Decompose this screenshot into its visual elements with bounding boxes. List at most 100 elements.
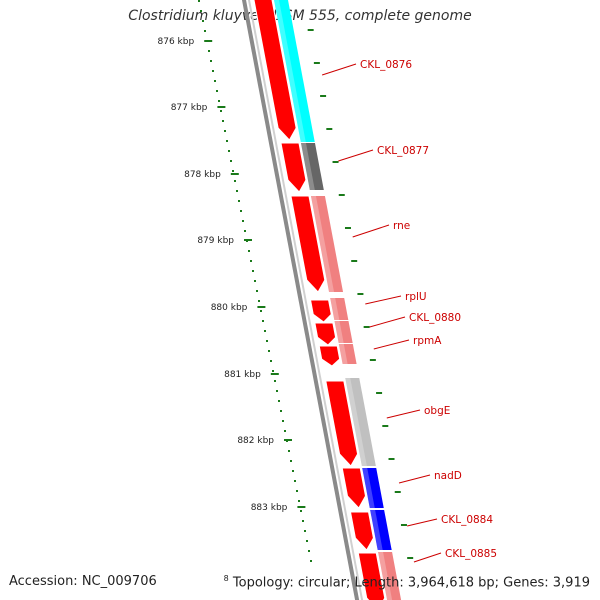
scale-dot (294, 480, 296, 482)
scale-dot (222, 120, 224, 122)
gene-leader-line (373, 339, 410, 350)
topology-text: 8 Topology: circular; Length: 3,964,618 … (224, 574, 590, 590)
scale-dot (202, 20, 204, 22)
cog-band-shine (334, 321, 344, 343)
scale-dot (266, 340, 268, 342)
scale-dot (284, 430, 286, 432)
scale-dot (292, 470, 294, 472)
gene-leader-line (413, 552, 442, 563)
cds-arrow (309, 299, 332, 323)
cds-arrow (341, 467, 367, 509)
scale-dot (258, 300, 260, 302)
scale-dot (254, 280, 256, 282)
scale-dot (238, 200, 240, 202)
scale-dot (304, 530, 306, 532)
accession-text: Accession: NC_009706 (9, 574, 157, 589)
gene-label: CKL_0880 (409, 312, 461, 324)
scale-dot (282, 420, 284, 422)
topology-label: Topology: circular; Length: 3,964,618 bp… (232, 575, 590, 591)
cog-band-shine (300, 143, 315, 190)
scale-dot (216, 90, 218, 92)
cog-band (378, 552, 402, 600)
cog-band (274, 0, 315, 142)
scale-dot (250, 260, 252, 262)
scale-dot (300, 510, 302, 512)
cds-arrow (290, 195, 326, 293)
cog-band (345, 378, 376, 466)
scale-dot (298, 500, 300, 502)
gene-label: rpmA (413, 335, 442, 347)
scale-dot (218, 100, 220, 102)
gene-label: nadD (434, 470, 462, 482)
cds-arrow (357, 552, 386, 600)
gene-label: CKL_0884 (441, 514, 493, 526)
scale-tick-label: 879 kbp (197, 236, 234, 246)
backbone-line (241, 0, 360, 600)
scale-tick-label: 878 kbp (184, 170, 221, 180)
scale-dot (230, 160, 232, 162)
cds-arrow (253, 0, 297, 141)
scale-dot (204, 30, 206, 32)
gene-leader-line (365, 295, 402, 305)
scale-tick-label: 881 kbp (224, 370, 261, 380)
scale-dot (306, 540, 308, 542)
gene-label: CKL_0877 (377, 145, 429, 157)
scale-dot (308, 550, 310, 552)
cds-arrow (349, 511, 374, 551)
cog-band (338, 344, 357, 364)
scale-dot (276, 390, 278, 392)
scale-dot (236, 190, 238, 192)
scale-dot (262, 320, 264, 322)
cog-band (310, 196, 344, 292)
scale-dot (278, 400, 280, 402)
cds-arrow (314, 322, 337, 346)
scale-dot (200, 10, 202, 12)
scale-dot (296, 490, 298, 492)
gene-label: obgE (424, 405, 450, 417)
cog-band-shine (274, 0, 306, 142)
scale-dot (288, 450, 290, 452)
scale-dot (224, 130, 226, 132)
scale-dot (220, 110, 222, 112)
scale-dot (212, 70, 214, 72)
cog-band (300, 143, 324, 190)
scale-dot (214, 80, 216, 82)
gene-leader-line (352, 224, 390, 238)
scale-dot (244, 230, 246, 232)
gene-leader-line (386, 409, 421, 419)
scale-dot (268, 350, 270, 352)
scale-dot (280, 410, 282, 412)
scale-dot (272, 370, 274, 372)
cog-band-shine (362, 468, 375, 508)
gene-label: rne (393, 220, 410, 232)
scale-dot (302, 520, 304, 522)
cog-band-shine (330, 298, 340, 320)
scale-dot (242, 220, 244, 222)
map-title: Clostridium kluyveri DSM 555, complete g… (128, 8, 472, 24)
cog-band (334, 321, 353, 343)
cog-band (370, 510, 392, 550)
scale-dot (248, 250, 250, 252)
cog-band (330, 298, 349, 320)
cds-arrow (280, 142, 307, 193)
cog-band-shine (370, 510, 383, 550)
scale-dot (264, 330, 266, 332)
scale-dot (226, 140, 228, 142)
scale-dot (232, 170, 234, 172)
scale-tick-label: 877 kbp (171, 103, 208, 113)
backbone-highlight (247, 0, 364, 600)
cog-band-shine (338, 344, 348, 364)
scale-dot (270, 360, 272, 362)
gene-leader-line (338, 149, 374, 162)
cog-band-shine (310, 196, 335, 292)
gene-label: CKL_0876 (360, 59, 412, 71)
scale-tick-label: 883 kbp (251, 503, 288, 513)
scale-dot (252, 270, 254, 272)
gene-leader-line (321, 63, 357, 76)
scale-dot (274, 380, 276, 382)
cog-band-shine (345, 378, 367, 466)
scale-dot (310, 560, 312, 562)
cog-band (362, 468, 384, 508)
gene-label: rplU (405, 291, 427, 303)
